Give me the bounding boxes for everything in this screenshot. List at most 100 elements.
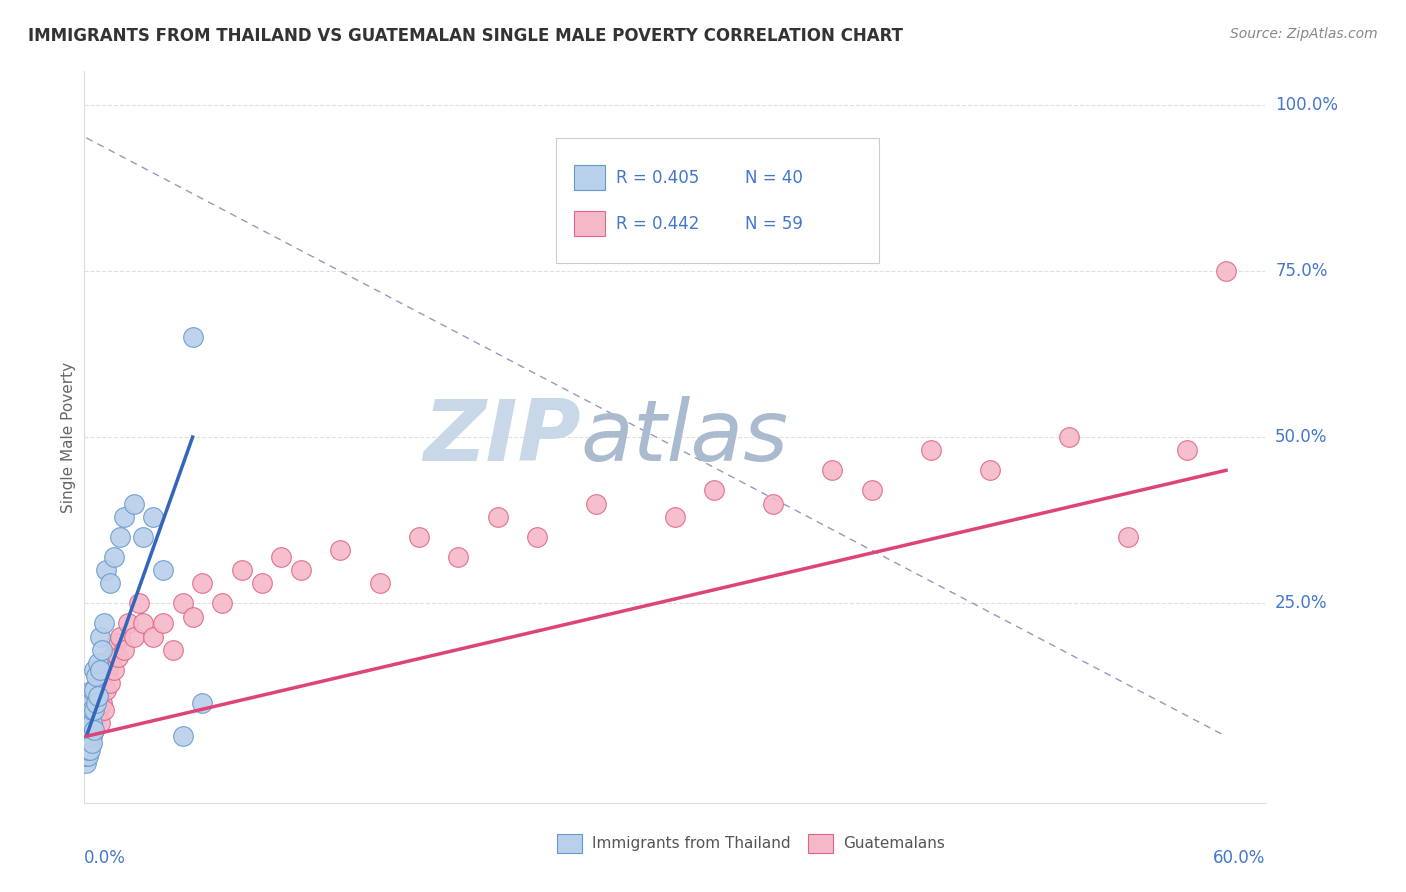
Point — [98, 676, 121, 690]
Point — [84, 696, 107, 710]
Point — [83, 723, 105, 737]
Text: 75.0%: 75.0% — [1275, 262, 1327, 280]
Point — [83, 723, 105, 737]
Point — [79, 736, 101, 750]
Point — [77, 749, 100, 764]
Point — [84, 669, 107, 683]
Point — [162, 643, 184, 657]
Point — [142, 509, 165, 524]
Point — [526, 530, 548, 544]
Point — [112, 643, 135, 657]
Text: IMMIGRANTS FROM THAILAND VS GUATEMALAN SINGLE MALE POVERTY CORRELATION CHART: IMMIGRANTS FROM THAILAND VS GUATEMALAN S… — [28, 27, 903, 45]
Point — [122, 497, 145, 511]
Point — [270, 549, 292, 564]
Point — [75, 742, 97, 756]
Point — [82, 716, 104, 731]
Point — [77, 723, 100, 737]
Point — [329, 543, 352, 558]
Point — [77, 742, 100, 756]
Point — [87, 690, 110, 704]
Point — [79, 729, 101, 743]
Point — [83, 682, 105, 697]
Point — [250, 576, 273, 591]
Point — [1057, 430, 1080, 444]
Point — [762, 497, 785, 511]
Text: 100.0%: 100.0% — [1275, 95, 1339, 113]
Point — [117, 616, 139, 631]
Point — [290, 563, 312, 577]
Point — [79, 709, 101, 723]
Point — [82, 682, 104, 697]
Point — [89, 630, 111, 644]
Point — [664, 509, 686, 524]
Point — [87, 656, 110, 670]
Point — [91, 696, 114, 710]
Point — [447, 549, 470, 564]
Point — [82, 703, 104, 717]
Text: ZIP: ZIP — [423, 395, 581, 479]
Point — [920, 443, 942, 458]
Point — [1215, 264, 1237, 278]
Point — [181, 330, 204, 344]
Point — [368, 576, 391, 591]
Point — [93, 703, 115, 717]
Point — [75, 756, 97, 770]
Point — [82, 709, 104, 723]
Point — [94, 682, 117, 697]
Text: R = 0.405: R = 0.405 — [616, 169, 699, 186]
Point — [821, 463, 844, 477]
Point — [93, 669, 115, 683]
Point — [108, 630, 131, 644]
Point — [79, 696, 101, 710]
Point — [1116, 530, 1139, 544]
Point — [79, 716, 101, 731]
Point — [152, 563, 174, 577]
Point — [93, 616, 115, 631]
Point — [211, 596, 233, 610]
Point — [132, 530, 155, 544]
Text: 0.0%: 0.0% — [84, 849, 127, 867]
Point — [89, 716, 111, 731]
Text: N = 59: N = 59 — [745, 215, 803, 233]
Point — [107, 649, 129, 664]
Y-axis label: Single Male Poverty: Single Male Poverty — [60, 361, 76, 513]
Point — [152, 616, 174, 631]
Point — [89, 682, 111, 697]
Point — [132, 616, 155, 631]
Text: Immigrants from Thailand: Immigrants from Thailand — [592, 836, 792, 851]
Point — [82, 729, 104, 743]
Point — [585, 497, 607, 511]
Text: 25.0%: 25.0% — [1275, 594, 1327, 612]
Point — [91, 643, 114, 657]
Point — [191, 576, 214, 591]
Point — [89, 663, 111, 677]
Point — [94, 563, 117, 577]
Point — [83, 703, 105, 717]
Point — [82, 736, 104, 750]
Point — [231, 563, 253, 577]
Point — [83, 696, 105, 710]
Point — [84, 709, 107, 723]
Point — [87, 703, 110, 717]
Point — [77, 729, 100, 743]
Point — [79, 742, 101, 756]
Point — [408, 530, 430, 544]
Point — [98, 576, 121, 591]
Text: 50.0%: 50.0% — [1275, 428, 1327, 446]
Point — [112, 509, 135, 524]
Point — [486, 509, 509, 524]
Text: R = 0.442: R = 0.442 — [616, 215, 699, 233]
Point — [83, 663, 105, 677]
Text: Source: ZipAtlas.com: Source: ZipAtlas.com — [1230, 27, 1378, 41]
Point — [104, 636, 127, 650]
Point — [101, 649, 124, 664]
Point — [142, 630, 165, 644]
Point — [97, 663, 120, 677]
Point — [75, 749, 97, 764]
Point — [103, 549, 125, 564]
Text: atlas: atlas — [581, 395, 789, 479]
Text: Guatemalans: Guatemalans — [844, 836, 945, 851]
Point — [128, 596, 150, 610]
Point — [703, 483, 725, 498]
Point — [75, 749, 97, 764]
